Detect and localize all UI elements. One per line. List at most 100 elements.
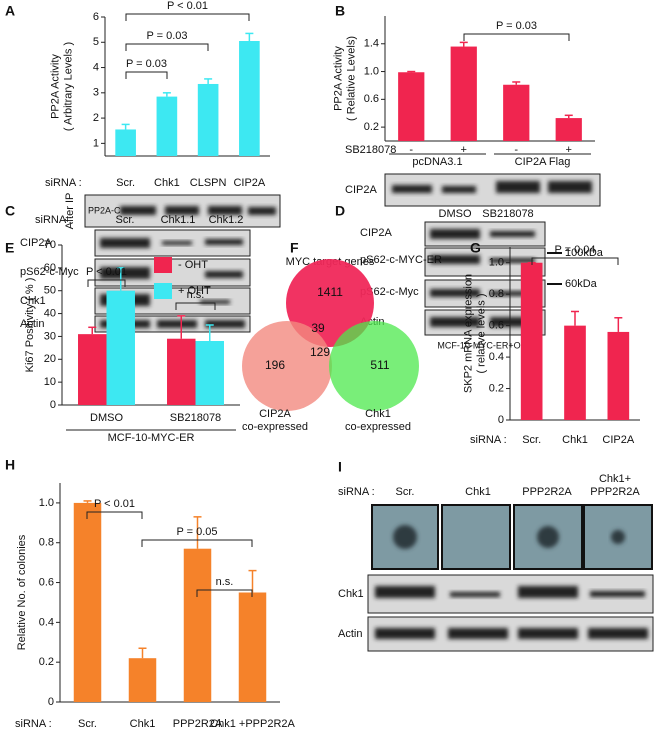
annotation-bracket [463, 33, 570, 41]
y-tick-label: 70 [44, 239, 56, 251]
x-tick-label: Chk1 +PPP2R2A [210, 718, 295, 730]
blot-a: After IP PP2A-C [64, 193, 281, 230]
blot-row-label: PP2A-C [88, 205, 121, 215]
y-tick-label: 0 [48, 696, 54, 708]
band [392, 185, 432, 193]
annotation-bracket [141, 539, 253, 547]
bar [564, 325, 586, 420]
venn-set-label: CIP2A [259, 408, 291, 420]
y-axis-label: PP2A Activity [332, 46, 344, 111]
y-tick-label: 4 [93, 61, 99, 73]
lane-label: Chk1+ [599, 473, 631, 485]
band [490, 291, 535, 296]
panel-letter: G [470, 240, 481, 256]
x-prefix: siRNA : [470, 434, 507, 446]
x-tick-label: Scr. [522, 434, 541, 446]
bar [183, 548, 212, 702]
bar [450, 46, 477, 141]
annotation-bracket [125, 13, 250, 21]
blot-row-label: CIP2A [345, 184, 377, 196]
band [590, 591, 645, 597]
y-tick-label: 0.6 [39, 576, 54, 588]
venn-set [286, 259, 374, 347]
y-axis-label: SKP2 mRNA expression [462, 274, 474, 393]
y-axis-label: PP2A Activity [49, 54, 61, 119]
x-tick-label: Chk1 [154, 177, 180, 189]
venn-set-label: co-expressed [345, 421, 411, 433]
blot-row-label: CIP2A [20, 237, 52, 249]
bar [607, 331, 630, 420]
y-axis-label: Ki67 Positivity ( % ) [24, 278, 36, 373]
band [442, 186, 476, 193]
band [100, 267, 150, 279]
bar [78, 334, 107, 405]
band [490, 231, 535, 237]
marker-label: 60kDa [565, 278, 598, 290]
bar [115, 129, 136, 156]
y-tick-label: 40 [44, 307, 56, 319]
y-tick-label: 2 [93, 112, 99, 124]
blot-c: C siRNA : Scr. Chk1.1 Chk1.2 CIP2A pS62-… [5, 203, 251, 333]
panel-letter: H [5, 457, 15, 473]
y-tick-label: 0.2 [364, 121, 379, 133]
band [430, 317, 480, 327]
band [375, 586, 435, 598]
y-axis-label: ( Arbitrary Levels ) [62, 42, 74, 131]
y-tick-label: 50 [44, 285, 56, 297]
y-tick-label: 20 [44, 353, 56, 365]
x-tick-label: + [566, 144, 572, 156]
blot-row-label: CIP2A [360, 227, 392, 239]
blot-row-label: Actin [20, 318, 44, 330]
y-tick-label: 60 [44, 262, 56, 274]
panel-letter: C [5, 203, 15, 219]
blot-side-label: After IP [64, 193, 76, 230]
annotation: P = 0.05 [176, 526, 217, 538]
x-prefix: siRNA : [15, 718, 52, 730]
bar [73, 502, 102, 702]
annotation: P = 0.03 [146, 30, 187, 42]
annotation: P < 0.01 [167, 0, 208, 12]
venn-count: 129 [310, 345, 330, 359]
group-label: MCF-10-MYC-ER [108, 432, 195, 444]
annotation-bracket [86, 511, 143, 519]
y-tick-label: 1.0 [39, 497, 54, 509]
venn-count: 1411 [317, 285, 343, 299]
legend-swatch [154, 283, 172, 299]
band [490, 317, 538, 327]
y-tick-label: 1.4 [364, 38, 379, 50]
annotation-bracket [125, 43, 209, 51]
annotation: P = 0.04 [554, 244, 595, 256]
x-tick-label: - [409, 144, 413, 156]
panel-letter: E [5, 240, 14, 256]
venn-set-label: Chk1 [365, 408, 391, 420]
x-tick-label: Scr. [116, 177, 135, 189]
lane-label: Scr. [396, 486, 415, 498]
venn-set [242, 321, 332, 411]
venn-count: 196 [265, 358, 285, 372]
blot-row-label: pS62-c-Myc [20, 266, 79, 278]
panel-letter: F [290, 240, 299, 256]
blot-row-label: Actin [338, 628, 362, 640]
bar [128, 658, 157, 702]
band [208, 206, 242, 215]
blot-i: I siRNA : Scr. Chk1 PPP2R2A Chk1+ PPP2R2… [338, 459, 654, 652]
annotation-bracket [87, 279, 126, 287]
band [157, 320, 197, 328]
y-tick-label: 1.0 [364, 65, 379, 77]
y-tick-label: 0.6 [364, 93, 379, 105]
group-label: CIP2A Flag [515, 156, 571, 168]
x-prefix: siRNA : [45, 177, 82, 189]
x-tick-label: CLSPN [190, 177, 227, 189]
bar [555, 118, 582, 141]
x-tick-label: Scr. [78, 718, 97, 730]
bar [520, 262, 543, 420]
blot-row-label: pS62-c-Myc [360, 286, 419, 298]
lane-label: Scr. [116, 214, 135, 226]
y-tick-label: 10 [44, 376, 56, 388]
annotation: P < 0.01 [86, 266, 127, 278]
panel-letter: A [5, 3, 15, 19]
y-tick-label: 30 [44, 330, 56, 342]
bar [197, 83, 219, 156]
y-tick-label: 1.0 [489, 257, 504, 269]
